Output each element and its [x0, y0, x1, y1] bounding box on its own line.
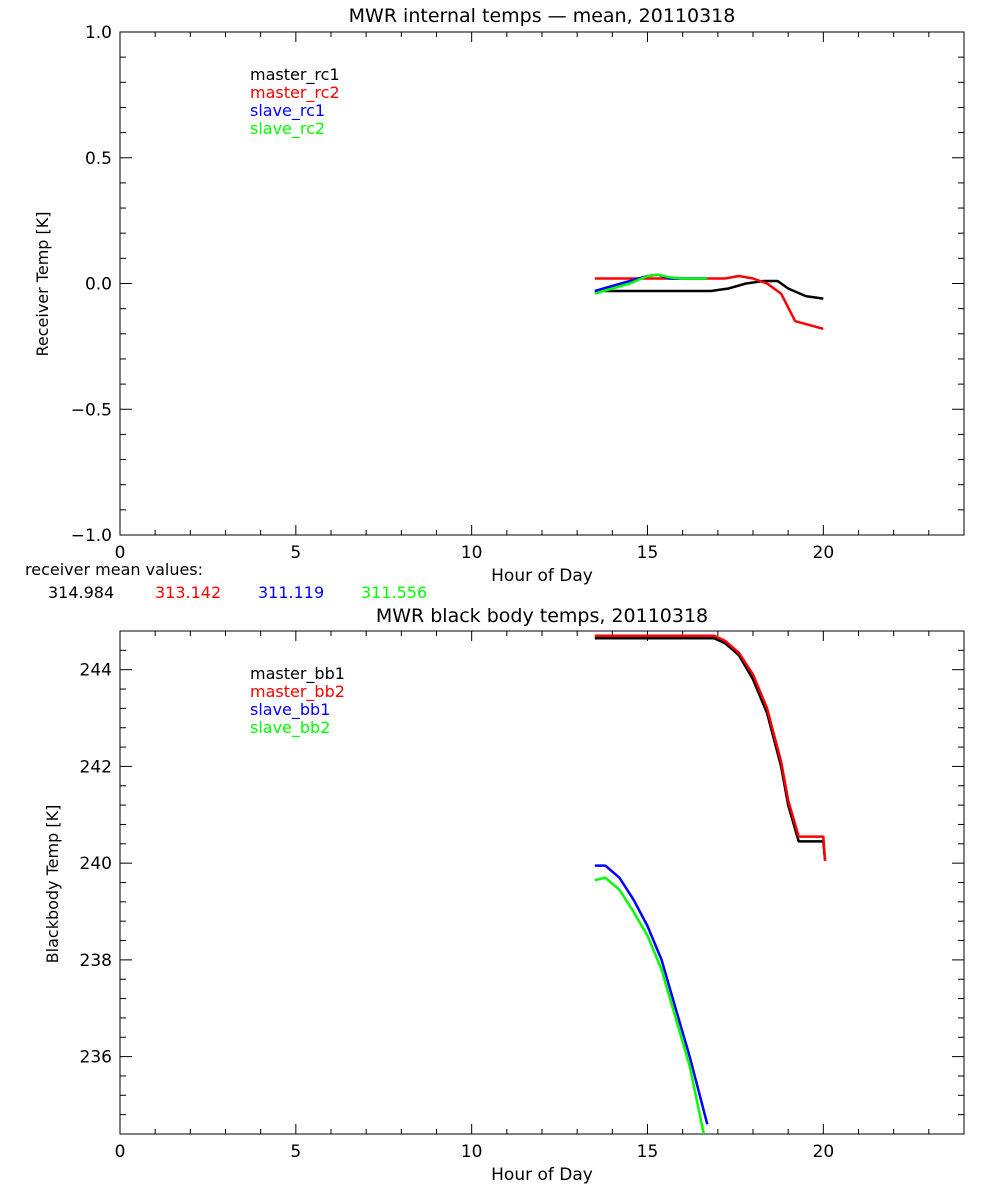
series-line-master-bb2 [594, 634, 827, 861]
blackbody-chart-title: MWR black body temps, 20110318 [376, 605, 708, 627]
x-tick-label: 20 [813, 1142, 835, 1162]
y-tick-label: 244 [80, 661, 112, 681]
y-tick-label: 1.0 [85, 23, 112, 43]
series-line-slave-bb2 [594, 876, 706, 1135]
series-line-master-rc2 [594, 274, 824, 331]
x-tick-label: 15 [637, 543, 659, 563]
blackbody-y-axis-label: Blackbody Temp [K] [43, 805, 62, 964]
receiver-mean-label: receiver mean values: [25, 560, 203, 579]
y-tick-label: 240 [80, 854, 112, 874]
x-tick-label: 15 [637, 1142, 659, 1162]
y-tick-label: 0.5 [85, 149, 112, 169]
blackbody-temp-panel: MWR black body temps, 20110318 0 5 10 15 20 … [43, 605, 965, 1185]
x-tick-label: 5 [290, 543, 301, 563]
y-tick-label: 0.0 [85, 275, 112, 295]
mean-value-master-rc2: 313.142 [155, 583, 221, 602]
receiver-x-axis-label: Hour of Day [491, 566, 593, 586]
x-tick-label: 20 [813, 543, 835, 563]
legend-slave-bb2: slave_bb2 [250, 718, 330, 738]
legend-master-bb2: master_bb2 [250, 682, 345, 702]
receiver-y-axis-label: Receiver Temp [K] [33, 211, 52, 356]
x-tick-label: 0 [115, 1142, 126, 1162]
legend-slave-rc1: slave_rc1 [250, 101, 325, 121]
mean-value-slave-rc1: 311.119 [258, 583, 324, 602]
blackbody-x-axis-label: Hour of Day [491, 1165, 593, 1185]
mean-value-slave-rc2: 311.556 [361, 583, 427, 602]
receiver-legend: master_rc1 master_rc2 slave_rc1 slave_rc… [250, 65, 340, 139]
legend-master-rc1: master_rc1 [250, 65, 340, 85]
legend-slave-bb1: slave_bb1 [250, 700, 330, 720]
mean-value-master-rc1: 314.984 [48, 583, 114, 602]
x-tick-label: 0 [115, 543, 126, 563]
blackbody-plot-frame [119, 630, 965, 1135]
y-tick-label: 236 [80, 1048, 112, 1068]
receiver-chart-title: MWR internal temps — mean, 20110318 [349, 5, 736, 27]
series-line-slave-bb1 [594, 864, 709, 1125]
x-tick-label: 5 [290, 1142, 301, 1162]
y-tick-label: −1.0 [71, 526, 112, 546]
y-tick-label: −0.5 [71, 400, 112, 420]
y-tick-label: 242 [80, 757, 112, 777]
receiver-plot-frame [119, 31, 965, 536]
x-tick-label: 10 [461, 543, 483, 563]
receiver-mean-values: receiver mean values: 314.984 313.142 31… [25, 560, 427, 602]
series-line-master-bb1 [594, 637, 827, 861]
legend-master-bb1: master_bb1 [250, 664, 345, 684]
x-tick-label: 10 [461, 1142, 483, 1162]
blackbody-legend: master_bb1 master_bb2 slave_bb1 slave_bb… [250, 664, 345, 738]
y-tick-label: 238 [80, 951, 112, 971]
legend-slave-rc2: slave_rc2 [250, 119, 325, 139]
legend-master-rc2: master_rc2 [250, 83, 340, 103]
receiver-temp-panel: MWR internal temps — mean, 20110318 0 5 10… [25, 5, 965, 602]
series-line-slave-rc2 [594, 273, 708, 295]
